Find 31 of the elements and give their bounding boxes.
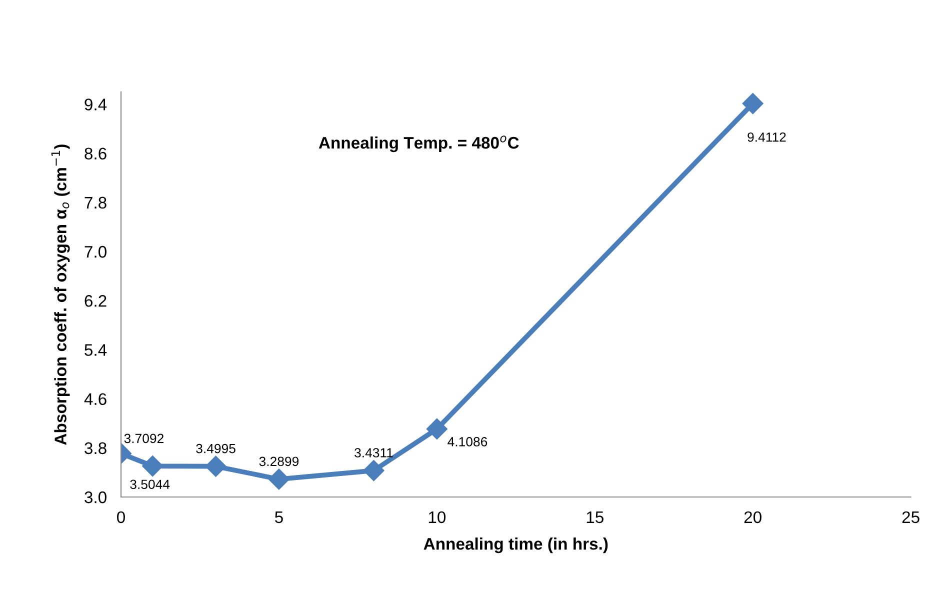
x-tick-label: 0 [117, 511, 125, 524]
point [205, 456, 226, 477]
y-tick-label: 3.0 [84, 491, 106, 504]
y-tick-label: 3.8 [84, 442, 106, 454]
y-tick-label: 8.6 [84, 148, 106, 160]
x-tick-label: 20 [744, 511, 762, 524]
y-tick-label: 6.2 [84, 295, 106, 307]
x-tick-label: 25 [902, 511, 920, 524]
y-axis-title: Absorption coeff. of oxygen α$_{o}$ (cm$^{−1}$) [51, 144, 70, 445]
data-label: 3.5044 [130, 480, 170, 490]
data-label: 4.1086 [448, 437, 488, 446]
data-label: 3.2899 [259, 456, 299, 466]
point [742, 93, 764, 114]
y-tick-label: 9.4 [84, 98, 107, 110]
data-label: 3.7092 [124, 434, 164, 444]
data-label: 3.4311 [354, 448, 393, 458]
x-tick-label: 15 [586, 512, 604, 524]
y-tick-label: 5.4 [84, 344, 107, 356]
annotation: Annealing Temp. = 480$^{o}$C [318, 136, 519, 152]
y-tick-label: 7.0 [84, 246, 106, 258]
point [142, 456, 164, 477]
x-tick-label: 5 [274, 512, 283, 524]
y-tick-label: 7.8 [84, 196, 106, 209]
x-tick-label: 10 [428, 511, 446, 524]
point [268, 468, 290, 490]
point [363, 460, 384, 482]
data-label: 3.4995 [196, 444, 236, 454]
point [426, 418, 448, 440]
data-label: 9.4112 [748, 132, 786, 142]
x-axis-title: Annealing time (in hrs.) [424, 538, 608, 554]
y-tick-label: 4.6 [84, 393, 106, 406]
